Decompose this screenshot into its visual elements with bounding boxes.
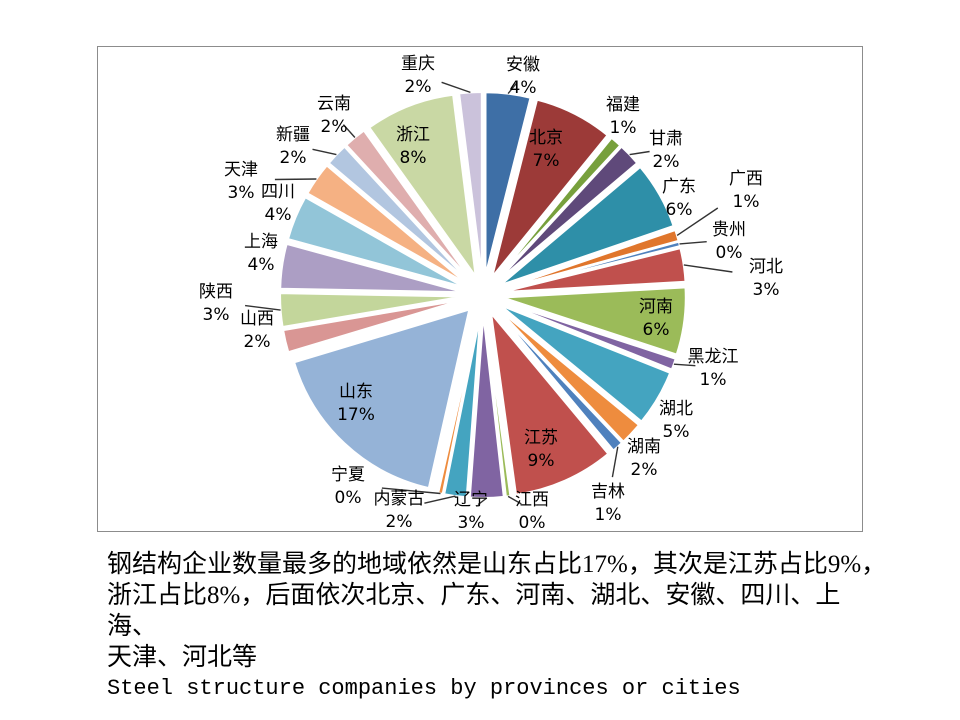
label-leader-line [381,487,441,495]
pie-slice-label-24: 天津 3% [224,160,258,203]
label-leader-line [477,497,488,506]
pie-slice-label-11: 湖北 5% [659,399,693,442]
pie-slice-label-16: 辽宁 3% [454,490,488,531]
pie-slice-label-22: 上海 4% [244,232,278,275]
pie-slice-label-26: 云南 2% [317,94,351,137]
caption-line-1: 钢结构企业数量最多的地域依然是山东占比17%，其次是江苏占比9%， [107,551,887,578]
pie-slice-16 [468,314,505,499]
pie-slice-23 [286,195,465,289]
pie-slice-label-14: 江苏 9% [524,428,558,471]
pie-slice-26 [344,129,472,281]
pie-slice-label-19: 山东 17% [337,382,375,425]
caption-line-3: 天津、河北等 [107,644,258,671]
pie-slice-label-27: 浙江 8% [396,125,430,168]
pie-slice-label-28: 重庆 2% [401,54,435,97]
pie-slice-14 [489,309,610,496]
label-leader-line [611,446,619,478]
pie-slice-3 [495,136,622,281]
pie-slice-7 [502,240,682,291]
label-leader-line [245,304,281,311]
pie-slice-label-7: 贵州 0% [712,220,746,263]
pie-slice-label-6: 广西 1% [729,169,763,212]
pie-slice-label-25: 新疆 2% [276,125,310,168]
pie-slice-13 [495,309,624,452]
pie-slice-label-20: 山西 2% [240,309,274,352]
pie-chart: 安徽 4% 北京 7% 福建 1% 甘肃 2% 广东 6% 广西 1% 贵州 0%河北 3% 河南 6% 黑龙江 1… [199,54,783,531]
pie-slice-label-12: 湖南 2% [627,437,661,480]
pie-slice-25 [327,145,470,282]
label-leader-line [507,82,517,95]
pie-slice-28 [457,90,483,276]
label-leader-line [441,81,471,94]
pie-slice-label-1: 安徽 4% [506,55,540,98]
pie-slice-label-3: 福建 1% [606,95,640,138]
caption-line-en: Steel structure companies by provinces o… [107,676,741,701]
chart-area: 安徽 4% 北京 7% 福建 1% 甘肃 2% 广东 6% 广西 1% 贵州 0% 河北 3% 河南 6% 黑龙江 1… [97,46,863,532]
label-leader-line [679,241,707,245]
pie-slice-8 [502,246,687,293]
pie-slice-5 [499,165,675,287]
pie-slice-1 [484,91,532,276]
label-leader-line [312,148,337,156]
pie-slice-4 [496,145,639,282]
pie-slice-label-21: 陕西 3% [199,282,233,325]
pie-slice-label-8: 河北 3% [749,257,783,300]
label-leader-line [673,363,696,367]
label-leader-line [507,495,522,505]
pie-slice-label-4: 甘肃 2% [649,129,683,172]
pie-slice-10 [501,300,677,371]
pie-slice-label-18: 宁夏 0% [331,465,365,508]
pie-slice-label-13: 吉林 1% [591,482,625,525]
pie-slice-22 [279,242,464,294]
pie-slice-24 [306,164,468,285]
pie-slice-label-2: 北京 7% [529,128,563,171]
caption-line-2: 浙江占比8%，后面依次北京、广东、河南、湖北、安徽、四川、上海、 [107,582,841,640]
pie-slice-17 [443,314,482,499]
label-leader-line [629,150,650,156]
pie-slice-20 [281,298,464,354]
label-leader-line [274,178,317,181]
pie-slice-label-5: 广东 6% [662,177,696,220]
label-leader-line [342,124,356,138]
pie-slice-2 [491,98,609,278]
pie-slice-27 [367,93,477,277]
label-leader-line [424,495,456,504]
pie-slice-19 [292,308,471,490]
pie-slice-label-10: 黑龙江 1% [688,347,739,390]
pie-slice-label-23: 四川 4% [261,182,295,225]
label-leader-line [676,207,719,236]
pie-slice-12 [496,307,641,444]
caption-block: 钢结构企业数量最多的地域依然是山东占比17%，其次是江苏占比9%， 浙江占比8%… [107,549,887,705]
pie-slice-11 [499,304,672,423]
pie-slice-label-15: 江西 0% [515,490,549,531]
pie-slice-9 [502,286,687,356]
pie-slice-label-9: 河南 6% [639,297,673,340]
label-leader-line [683,264,733,273]
pie-slice-label-17: 内蒙古 2% [374,489,425,531]
